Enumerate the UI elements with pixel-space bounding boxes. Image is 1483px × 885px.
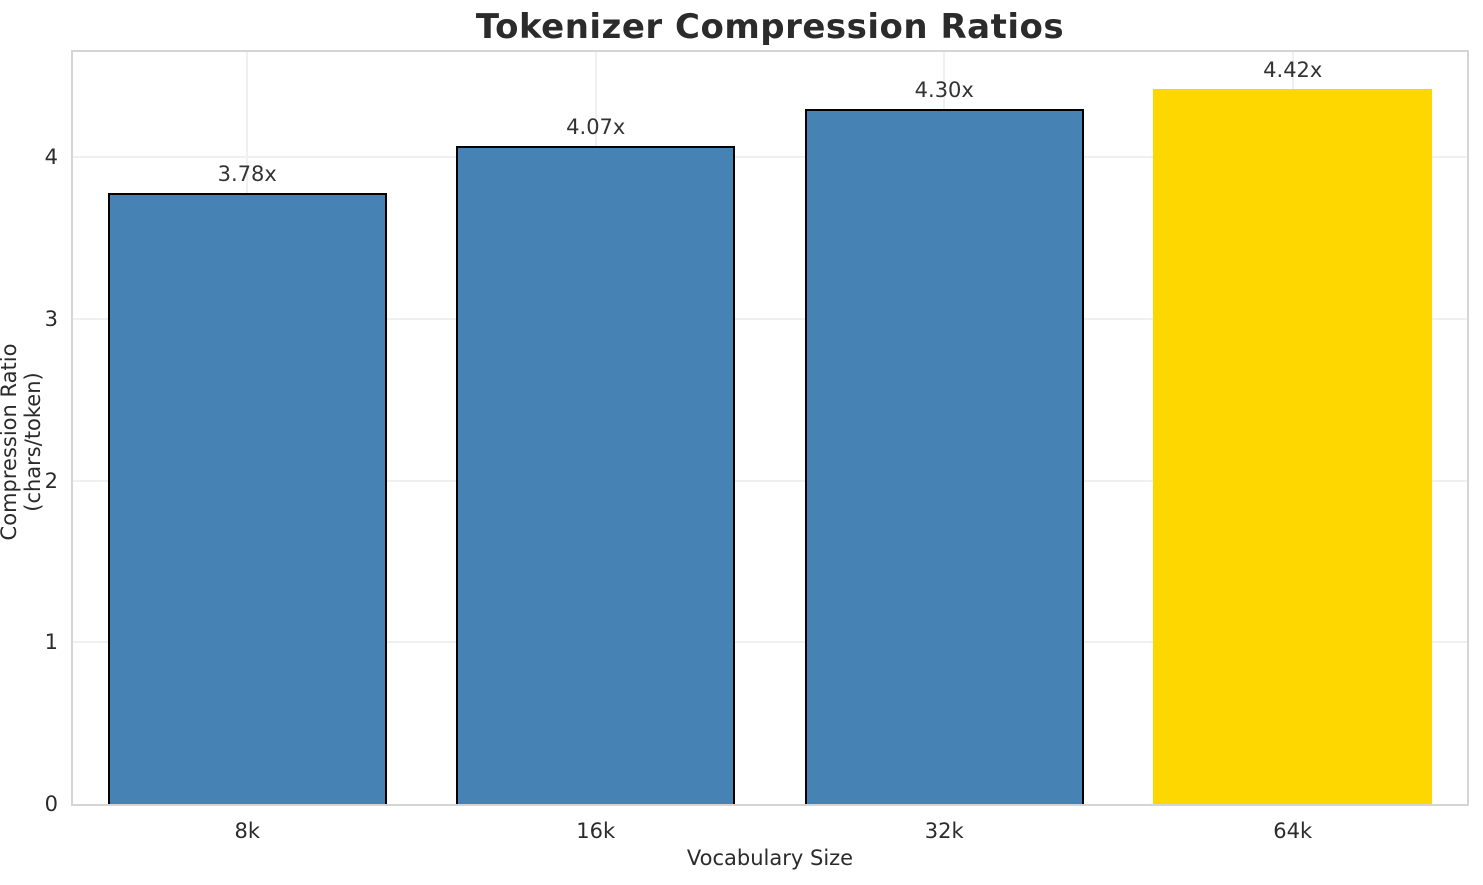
bar-64k: [1153, 89, 1433, 804]
x-axis-label: Vocabulary Size: [686, 846, 854, 870]
chart-title: Tokenizer Compression Ratios: [475, 7, 1065, 47]
gridline-y-3: [73, 317, 1467, 320]
bar-value-label-32k: 4.30x: [914, 77, 974, 102]
bar-16k: [456, 145, 736, 804]
ytick-label-4: 4: [44, 145, 58, 170]
plot-area: 3.78x 4.07x 4.30x 4.42x: [71, 50, 1469, 806]
y-axis-label: Compression Ratio (chars/token): [0, 343, 45, 541]
bar-32k: [804, 108, 1084, 804]
xtick-label-32k: 32k: [924, 819, 964, 843]
xtick-label-8k: 8k: [234, 819, 261, 843]
gridline-y-1: [73, 641, 1467, 644]
bar-8k: [107, 192, 387, 804]
ytick-label-0: 0: [44, 792, 58, 816]
ytick-label-1: 1: [44, 630, 58, 655]
ytick-label-3: 3: [44, 306, 58, 331]
xtick-label-16k: 16k: [576, 819, 616, 843]
gridline-y-4: [73, 156, 1467, 159]
gridline-y-2: [73, 479, 1467, 482]
bar-value-label-16k: 4.07x: [566, 114, 626, 139]
bar-value-label-8k: 3.78x: [217, 161, 277, 186]
ytick-label-2: 2: [44, 468, 58, 493]
bar-value-label-64k: 4.42x: [1263, 58, 1323, 83]
xtick-label-64k: 64k: [1273, 819, 1313, 843]
